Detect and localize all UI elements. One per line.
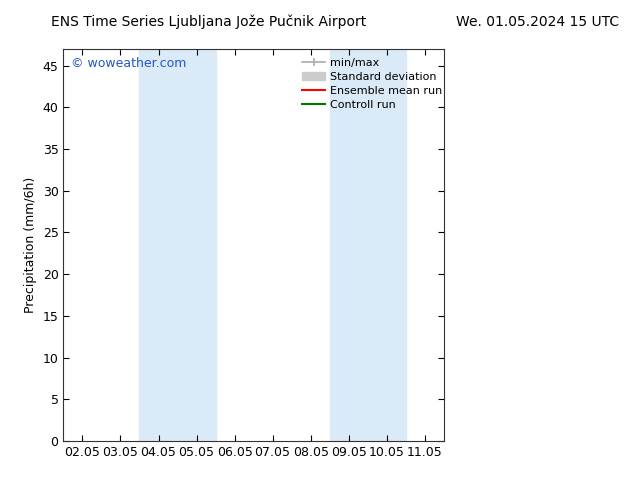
Legend: min/max, Standard deviation, Ensemble mean run, Controll run: min/max, Standard deviation, Ensemble me…	[299, 54, 446, 113]
Text: We. 01.05.2024 15 UTC: We. 01.05.2024 15 UTC	[456, 15, 619, 29]
Text: © woweather.com: © woweather.com	[71, 57, 186, 70]
Bar	[330, 49, 368, 441]
Y-axis label: Precipitation (mm/6h): Precipitation (mm/6h)	[24, 177, 37, 313]
Text: ENS Time Series Ljubljana Jože Pučnik Airport: ENS Time Series Ljubljana Jože Pučnik Ai…	[51, 15, 366, 29]
Bar	[139, 49, 178, 441]
Bar	[178, 49, 216, 441]
Bar	[368, 49, 406, 441]
